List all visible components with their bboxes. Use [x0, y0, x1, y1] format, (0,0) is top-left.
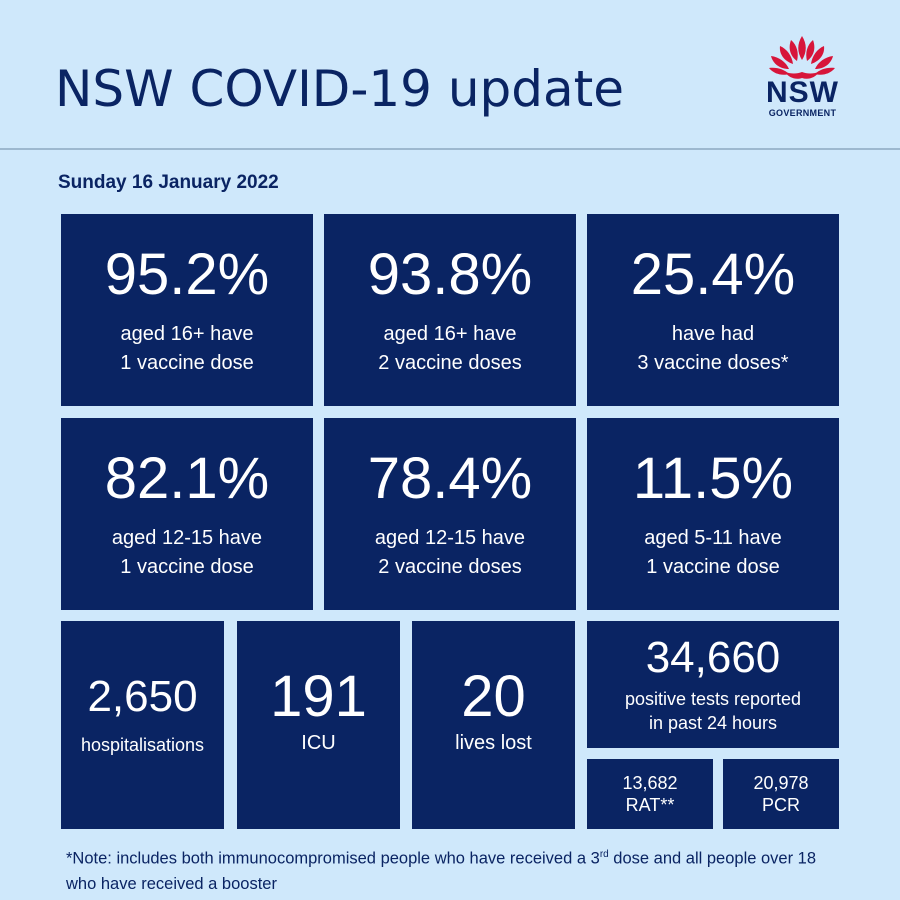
stat-label-line1: aged 5-11 have	[644, 527, 782, 549]
vaccine-tile-5to11-dose1: 11.5% aged 5-11 have 1 vaccine dose	[587, 418, 839, 610]
footnote-superscript: rd	[599, 849, 609, 860]
stat-label-line1: have had	[671, 323, 755, 345]
rat-tile: 13,682 RAT**	[587, 759, 713, 829]
stat-label: RAT**	[625, 795, 675, 815]
stat-label-line1: aged 12-15 have	[111, 527, 263, 549]
nsw-government-logo: NSW GOVERNMENT	[760, 76, 845, 119]
waratah-logo-icon	[769, 36, 835, 79]
footnote-part2: dose and all people over 18 who have rec…	[66, 849, 817, 893]
icu-tile: 191 ICU	[237, 621, 400, 829]
stat-value: 95.2%	[104, 242, 270, 307]
vaccine-tile-16plus-dose1: 95.2% aged 16+ have 1 vaccine dose	[61, 214, 313, 406]
stat-value: 20	[461, 664, 526, 729]
logo-nsw-text: NSW	[766, 76, 839, 109]
stat-label-line2: 1 vaccine dose	[646, 556, 780, 578]
stat-label-line1: positive tests reported	[624, 689, 802, 709]
stat-value: 13,682	[622, 773, 678, 793]
stat-value: 78.4%	[367, 446, 533, 511]
stat-label-line1: aged 16+ have	[383, 323, 517, 345]
stat-label-line1: aged 12-15 have	[374, 527, 526, 549]
logo-government-text: GOVERNMENT	[768, 108, 837, 118]
stat-label-line2: 2 vaccine doses	[378, 556, 522, 578]
stat-label-line2: 1 vaccine dose	[120, 556, 254, 578]
stat-value: 20,978	[753, 773, 809, 793]
stat-label: PCR	[761, 795, 800, 815]
stat-label-line2: in past 24 hours	[648, 713, 778, 733]
header: NSW COVID-19 update NSW GOVERNMENT	[0, 0, 900, 150]
page-title: NSW COVID-19 update	[55, 60, 625, 118]
stat-label-line1: aged 16+ have	[120, 323, 254, 345]
stat-label-line2: 3 vaccine doses*	[637, 352, 789, 374]
stat-value: 191	[270, 664, 367, 729]
pcr-tile: 20,978 PCR	[723, 759, 839, 829]
vaccine-tile-16plus-dose2: 93.8% aged 16+ have 2 vaccine doses	[324, 214, 576, 406]
stat-label: hospitalisations	[80, 735, 205, 755]
vaccine-tile-12to15-dose1: 82.1% aged 12-15 have 1 vaccine dose	[61, 418, 313, 610]
vaccine-tile-dose3: 25.4% have had 3 vaccine doses*	[587, 214, 839, 406]
stat-value: 2,650	[87, 672, 198, 721]
stat-value: 25.4%	[630, 242, 796, 307]
stat-value: 93.8%	[367, 242, 533, 307]
footnote: *Note: includes both immunocompromised p…	[66, 842, 846, 897]
stat-label-line2: 1 vaccine dose	[120, 352, 254, 374]
stat-value: 34,660	[645, 633, 781, 682]
stat-label: ICU	[301, 732, 336, 754]
positive-tests-tile: 34,660 positive tests reported in past 2…	[587, 621, 839, 748]
hospitalisations-tile: 2,650 hospitalisations	[61, 621, 224, 829]
lives-lost-tile: 20 lives lost	[412, 621, 575, 829]
vaccine-tile-12to15-dose2: 78.4% aged 12-15 have 2 vaccine doses	[324, 418, 576, 610]
footnote-part1: *Note: includes both immunocompromised p…	[66, 849, 600, 868]
stat-value: 11.5%	[632, 446, 794, 511]
stat-label: lives lost	[455, 732, 532, 754]
report-date: Sunday 16 January 2022	[58, 172, 279, 193]
stat-value: 82.1%	[104, 446, 270, 511]
stat-label-line2: 2 vaccine doses	[378, 352, 522, 374]
